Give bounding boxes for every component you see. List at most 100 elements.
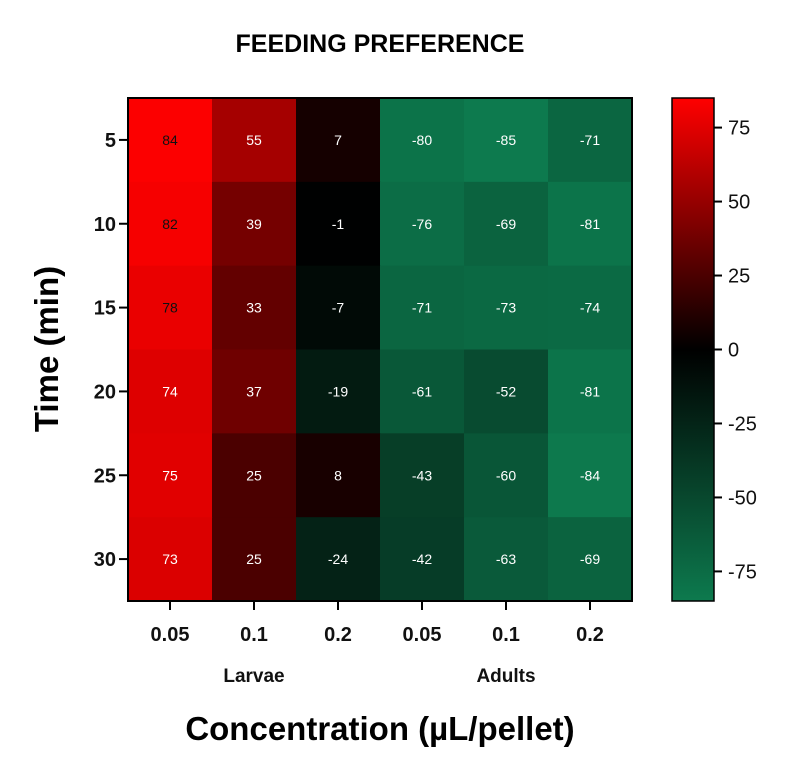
y-tick-label: 30 (94, 549, 116, 571)
cell-value-label: 73 (162, 551, 178, 567)
cell-value-label: -69 (496, 216, 516, 232)
heatmap-cell (212, 433, 297, 518)
y-tick-label: 10 (94, 214, 116, 236)
heatmap-cell (548, 349, 633, 434)
cell-value-label: -42 (412, 551, 432, 567)
heatmap-cell (128, 181, 213, 267)
heatmap-cell (296, 265, 381, 350)
y-tick-label: 25 (94, 465, 116, 487)
cell-value-label: -69 (580, 551, 600, 567)
heatmap-cells: 84 55 7 -80 -85 -71 82 39 -1 -76 -69 -81 78 33 -7 -71 -7… (128, 98, 633, 602)
cell-value-label: 25 (246, 551, 262, 567)
x-group-label: Larvae (223, 666, 284, 687)
cell-value-label: -7 (332, 300, 345, 316)
heatmap-cell (296, 349, 381, 434)
heatmap-cell (548, 433, 633, 518)
heatmap-cell (380, 181, 465, 267)
heatmap-cell (212, 181, 297, 267)
cell-value-label: 7 (334, 132, 342, 148)
heatmap-cell (464, 265, 549, 350)
colorbar-tick-label: 75 (728, 118, 750, 140)
colorbar-tick-label: -75 (728, 561, 757, 583)
colorbar-axis: 75 50 25 0 -25 -50 -75 (714, 118, 757, 583)
heatmap-cell (464, 181, 549, 267)
colorbar-tick-label: -50 (728, 487, 757, 509)
plot-frame (127, 97, 633, 602)
heatmap-cell (212, 98, 297, 183)
heatmap-cell (380, 265, 465, 350)
cell-value-label: -19 (328, 383, 348, 399)
heatmap-cell (212, 265, 297, 350)
cell-value-label: -76 (412, 216, 432, 232)
cell-value-label: -84 (580, 467, 600, 483)
cell-value-label: 82 (162, 216, 178, 232)
heatmap-cell (212, 349, 297, 434)
heatmap-cell (548, 98, 633, 183)
cell-value-label: -81 (580, 383, 600, 399)
heatmap-cell (128, 265, 213, 350)
cell-value-label: 25 (246, 467, 262, 483)
colorbar-tick-label: -25 (728, 413, 757, 435)
y-axis: 5 10 15 20 25 30 (94, 130, 128, 571)
heatmap-cell (548, 265, 633, 350)
x-tick-label: 0.1 (240, 624, 268, 646)
heatmap-cell (296, 181, 381, 267)
cell-value-label: 39 (246, 216, 262, 232)
cell-value-label: -63 (496, 551, 516, 567)
cell-value-label: -81 (580, 216, 600, 232)
x-group-label: Adults (476, 666, 535, 687)
colorbar-tick-label: 0 (728, 340, 739, 362)
cell-value-label: -1 (332, 216, 345, 232)
chart-title: FEEDING PREFERENCE (236, 30, 525, 58)
cell-value-label: -24 (328, 551, 348, 567)
colorbar-tick-label: 50 (728, 192, 750, 214)
cell-value-label: 75 (162, 467, 178, 483)
heatmap-cell (380, 98, 465, 183)
cell-value-label: -73 (496, 300, 516, 316)
cell-value-label: 8 (334, 467, 342, 483)
x-tick-label: 0.05 (151, 624, 190, 646)
heatmap-cell (464, 98, 549, 183)
x-tick-label: 0.1 (492, 624, 520, 646)
cell-value-label: -60 (496, 467, 516, 483)
x-tick-label: 0.05 (403, 624, 442, 646)
heatmap-cell (464, 517, 549, 602)
heatmap-cell (128, 433, 213, 518)
heatmap-cell (548, 517, 633, 602)
y-tick-label: 20 (94, 381, 116, 403)
cell-value-label: -74 (580, 300, 600, 316)
heatmap-cell (380, 517, 465, 602)
colorbar (671, 97, 715, 602)
heatmap-cell (464, 349, 549, 434)
heatmap-cell (128, 517, 213, 602)
cell-value-label: 33 (246, 300, 262, 316)
y-tick-label: 15 (94, 298, 116, 320)
cell-value-label: -85 (496, 132, 516, 148)
cell-value-label: -71 (412, 300, 432, 316)
x-axis-label: Concentration (µL/pellet) (185, 710, 574, 747)
heatmap-cell (548, 181, 633, 267)
cell-value-label: 55 (246, 132, 262, 148)
y-tick-label: 5 (105, 130, 116, 152)
heatmap-cell (128, 349, 213, 434)
y-axis-label: Time (min) (28, 266, 65, 432)
cell-value-label: 84 (162, 132, 178, 148)
heatmap-cell (296, 433, 381, 518)
heatmap-cell (128, 98, 213, 183)
heatmap-cell (212, 517, 297, 602)
cell-value-label: 78 (162, 300, 178, 316)
x-tick-label: 0.2 (576, 624, 604, 646)
cell-value-label: -61 (412, 383, 432, 399)
cell-value-label: 74 (162, 383, 178, 399)
x-groups: Larvae Adults (223, 666, 535, 687)
heatmap-cell (380, 433, 465, 518)
cell-value-label: -80 (412, 132, 432, 148)
cell-value-label: 37 (246, 383, 262, 399)
heatmap-cell (464, 433, 549, 518)
heatmap-cell (296, 517, 381, 602)
cell-value-label: -52 (496, 383, 516, 399)
heatmap-cell (380, 349, 465, 434)
cell-value-label: -71 (580, 132, 600, 148)
heatmap-cell (296, 98, 381, 183)
x-tick-label: 0.2 (324, 624, 352, 646)
